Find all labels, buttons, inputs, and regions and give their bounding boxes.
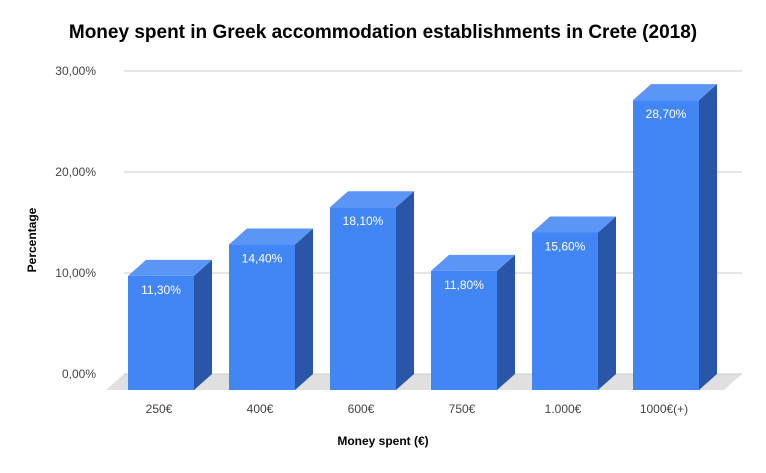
bar-side xyxy=(194,259,212,390)
bar xyxy=(431,270,497,390)
data-label: 15,60% xyxy=(545,239,586,253)
bar xyxy=(330,207,396,390)
x-tick-label: 750€ xyxy=(449,402,476,416)
x-tick-label: 1000€(+) xyxy=(640,402,688,416)
y-tick-label: 30,00% xyxy=(55,64,96,78)
data-label: 14,40% xyxy=(242,252,283,266)
bar-side xyxy=(598,216,616,390)
bar-top xyxy=(633,84,717,101)
y-tick-label: 10,00% xyxy=(55,266,96,280)
x-tick-label: 400€ xyxy=(247,402,274,416)
bar-side xyxy=(497,254,515,390)
bar xyxy=(532,232,598,390)
x-tick-label: 600€ xyxy=(348,402,375,416)
data-label: 28,70% xyxy=(646,107,687,121)
chart-title: Money spent in Greek accommodation estab… xyxy=(68,22,698,43)
bar xyxy=(128,275,194,390)
bar-side xyxy=(699,84,717,390)
data-label: 18,10% xyxy=(343,214,384,228)
bar-top xyxy=(532,216,616,233)
x-axis-label: Money spent (€) xyxy=(337,434,429,448)
x-tick-label: 250€ xyxy=(146,402,173,416)
x-tick-label: 1.000€ xyxy=(545,402,582,416)
bar-top xyxy=(330,191,414,208)
bar-top xyxy=(128,259,212,276)
bar xyxy=(633,100,699,390)
y-tick-label: 20,00% xyxy=(55,165,96,179)
data-label: 11,30% xyxy=(141,283,181,297)
bar-top xyxy=(431,254,515,271)
y-tick-label: 0,00% xyxy=(62,367,96,381)
bar xyxy=(229,244,295,390)
bar-top xyxy=(229,228,313,245)
bar-side xyxy=(396,191,414,390)
data-label: 11,80% xyxy=(444,278,484,292)
bar-side xyxy=(295,228,313,390)
